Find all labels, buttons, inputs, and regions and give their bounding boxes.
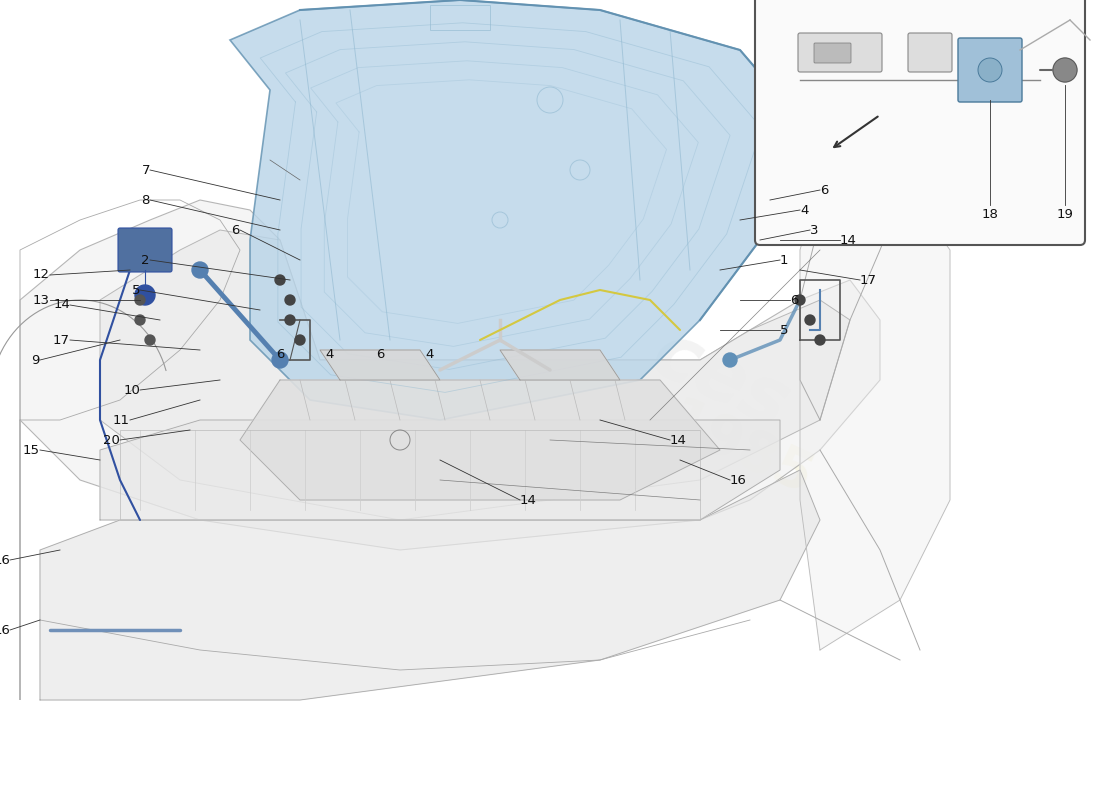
- Polygon shape: [230, 0, 800, 420]
- Circle shape: [285, 315, 295, 325]
- Polygon shape: [320, 350, 440, 380]
- Circle shape: [135, 295, 145, 305]
- Text: 16: 16: [0, 554, 10, 566]
- Text: ces: ces: [640, 316, 800, 444]
- Circle shape: [723, 353, 737, 367]
- FancyBboxPatch shape: [118, 228, 172, 272]
- Circle shape: [795, 295, 805, 305]
- Circle shape: [805, 315, 815, 325]
- Polygon shape: [100, 230, 850, 520]
- Text: 6: 6: [820, 183, 828, 197]
- Polygon shape: [40, 470, 820, 700]
- Circle shape: [145, 335, 155, 345]
- Text: 4: 4: [800, 203, 808, 217]
- FancyBboxPatch shape: [798, 33, 882, 72]
- Text: 12: 12: [33, 269, 50, 282]
- Text: 20: 20: [103, 434, 120, 446]
- Circle shape: [272, 352, 288, 368]
- Polygon shape: [800, 180, 950, 650]
- Circle shape: [978, 58, 1002, 82]
- Circle shape: [285, 295, 295, 305]
- Text: 14: 14: [53, 298, 70, 311]
- Circle shape: [1053, 58, 1077, 82]
- Text: 1985: 1985: [659, 393, 822, 507]
- Polygon shape: [240, 380, 720, 500]
- Text: 15: 15: [23, 443, 40, 457]
- Text: 2: 2: [142, 254, 150, 266]
- Text: 4: 4: [426, 349, 434, 362]
- Text: 5: 5: [780, 323, 789, 337]
- Circle shape: [192, 262, 208, 278]
- Text: 5: 5: [132, 283, 140, 297]
- FancyBboxPatch shape: [814, 43, 851, 63]
- Text: 6: 6: [276, 349, 284, 362]
- Polygon shape: [20, 200, 880, 700]
- Text: 14: 14: [670, 434, 686, 446]
- Text: 6: 6: [790, 294, 799, 306]
- Text: 1: 1: [780, 254, 789, 266]
- Text: 16: 16: [0, 623, 10, 637]
- Text: 19: 19: [1057, 209, 1074, 222]
- FancyBboxPatch shape: [908, 33, 952, 72]
- Text: 14: 14: [520, 494, 537, 506]
- Text: 4: 4: [326, 349, 334, 362]
- Circle shape: [815, 335, 825, 345]
- Text: 3: 3: [810, 223, 818, 237]
- Text: 8: 8: [142, 194, 150, 206]
- Bar: [120, 430, 700, 520]
- Polygon shape: [100, 420, 780, 520]
- Text: 6: 6: [232, 223, 240, 237]
- Text: 7: 7: [142, 163, 150, 177]
- Text: 16: 16: [730, 474, 747, 486]
- Text: 6: 6: [376, 349, 384, 362]
- Text: 9: 9: [32, 354, 40, 366]
- FancyBboxPatch shape: [958, 38, 1022, 102]
- Text: 13: 13: [33, 294, 50, 306]
- Circle shape: [135, 315, 145, 325]
- Circle shape: [275, 275, 285, 285]
- Text: 11: 11: [113, 414, 130, 426]
- Text: 17: 17: [53, 334, 70, 346]
- Circle shape: [295, 335, 305, 345]
- FancyBboxPatch shape: [755, 0, 1085, 245]
- Text: 14: 14: [840, 234, 857, 246]
- Polygon shape: [500, 350, 620, 380]
- Bar: [430, 5, 490, 30]
- Circle shape: [135, 285, 155, 305]
- Text: 18: 18: [981, 209, 999, 222]
- Text: 17: 17: [860, 274, 877, 286]
- Text: 10: 10: [123, 383, 140, 397]
